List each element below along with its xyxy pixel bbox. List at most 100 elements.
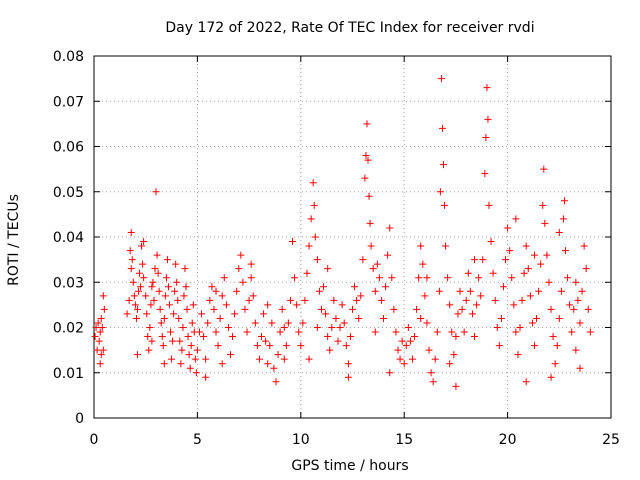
data-point (155, 287, 163, 295)
data-point (446, 360, 454, 368)
data-point (180, 292, 188, 300)
data-point (508, 274, 516, 282)
data-point (313, 324, 321, 331)
data-point (454, 310, 462, 318)
data-point (170, 310, 178, 318)
data-point (522, 242, 530, 250)
data-point (560, 197, 568, 205)
data-point (99, 346, 107, 354)
data-point (133, 351, 141, 359)
data-point (351, 283, 359, 291)
y-tick-label: 0.01 (53, 366, 84, 382)
data-point (184, 333, 192, 341)
data-point (539, 201, 547, 209)
data-point (388, 274, 396, 282)
data-point (526, 292, 534, 300)
data-point (278, 305, 286, 313)
data-point (130, 292, 138, 300)
data-point (340, 319, 348, 327)
data-point (140, 238, 148, 246)
data-point (518, 296, 526, 304)
data-point (446, 301, 454, 309)
data-point (226, 351, 234, 359)
data-point (557, 287, 565, 295)
data-point (178, 346, 186, 354)
data-point (299, 319, 307, 327)
data-point (165, 301, 173, 309)
data-point (310, 201, 318, 209)
data-points (91, 75, 594, 390)
data-point (98, 324, 106, 331)
data-point (338, 301, 346, 309)
data-point (148, 337, 156, 345)
data-point (530, 251, 538, 259)
data-point (574, 296, 582, 304)
data-point (212, 287, 220, 295)
chart-title: Day 172 of 2022, Rate Of TEC Index for r… (165, 20, 534, 36)
data-point (404, 324, 412, 331)
data-point (516, 324, 524, 331)
data-point (371, 328, 379, 336)
data-point (545, 278, 553, 286)
data-point (396, 355, 404, 363)
x-tick-label: 10 (292, 432, 310, 448)
data-point (286, 296, 294, 304)
data-point (305, 355, 313, 363)
data-point (330, 296, 338, 304)
y-tick-label: 0.07 (53, 94, 84, 110)
data-point (506, 247, 514, 255)
data-point (191, 355, 199, 363)
data-point (415, 274, 423, 282)
data-point (417, 242, 425, 250)
data-point (485, 201, 493, 209)
data-point (524, 265, 532, 273)
data-point (150, 296, 158, 304)
data-point (512, 215, 520, 223)
data-point (92, 324, 100, 331)
data-point (369, 265, 377, 273)
data-point (293, 301, 301, 309)
data-point (100, 305, 108, 313)
data-point (362, 152, 370, 160)
data-point (427, 369, 435, 377)
data-point (553, 342, 561, 350)
data-point (237, 251, 245, 259)
data-point (173, 278, 181, 286)
data-point (282, 342, 290, 350)
data-point (241, 305, 249, 313)
data-point (164, 283, 172, 291)
data-point (332, 314, 340, 322)
data-point (342, 342, 350, 350)
data-point (131, 301, 139, 309)
data-point (320, 283, 328, 291)
data-point (460, 328, 468, 336)
data-point (218, 360, 226, 368)
data-point (168, 355, 176, 363)
data-point (139, 260, 147, 268)
data-point (204, 319, 212, 327)
data-point (578, 287, 586, 295)
data-point (132, 314, 140, 322)
data-point (483, 84, 491, 92)
data-point (489, 269, 497, 277)
data-point (99, 292, 107, 300)
data-point (97, 351, 105, 359)
data-point (266, 342, 274, 350)
data-point (182, 283, 190, 291)
x-tick-label: 20 (499, 432, 517, 448)
data-point (176, 337, 184, 345)
data-point (235, 265, 243, 273)
data-point (475, 274, 483, 282)
data-point (169, 337, 177, 345)
data-point (198, 310, 206, 318)
data-point (504, 224, 512, 232)
y-tick-label: 0.04 (53, 230, 84, 246)
data-point (514, 351, 522, 359)
data-point (564, 274, 572, 282)
data-point (491, 296, 499, 304)
data-point (158, 333, 166, 341)
data-point (249, 292, 257, 300)
data-point (96, 360, 104, 368)
data-point (268, 319, 276, 327)
data-point (562, 247, 570, 255)
